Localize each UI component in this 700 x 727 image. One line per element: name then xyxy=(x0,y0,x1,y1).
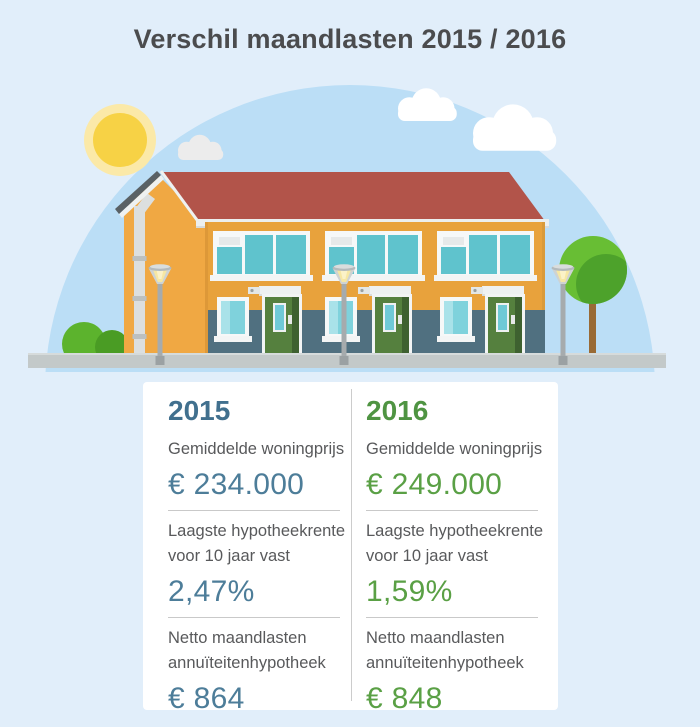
row-houses-illustration xyxy=(115,170,549,353)
row-divider xyxy=(168,617,340,618)
row-divider xyxy=(366,510,538,511)
year-heading-2015: 2015 xyxy=(168,395,231,426)
sun-icon xyxy=(84,104,156,176)
comparison-card: 2015 Gemiddelde woningprijs € 234.000 La… xyxy=(143,382,558,715)
row-value: € 234.000 xyxy=(168,468,305,501)
row-value: 1,59% xyxy=(366,575,453,608)
gable-trim-dark xyxy=(115,171,161,214)
gable-trim-light xyxy=(119,175,164,218)
column-2016: 2016 Gemiddelde woningprijs € 249.000 La… xyxy=(352,382,558,715)
row-value: € 848 xyxy=(366,682,443,715)
row-label: Netto maandlasten annuïteitenhypotheek xyxy=(168,629,326,672)
upper-window xyxy=(434,231,537,281)
row-divider xyxy=(168,510,340,511)
row-divider xyxy=(366,617,538,618)
lower-window xyxy=(322,297,360,342)
lower-window xyxy=(214,297,252,342)
scene-illustration xyxy=(28,85,666,372)
row-label: Laagste hypotheekrente voor 10 jaar vast xyxy=(168,522,346,565)
page-title: Verschil maandlasten 2015 / 2016 xyxy=(133,24,567,54)
roof xyxy=(162,172,545,221)
row-label: Gemiddelde woningprijs xyxy=(168,440,345,458)
column-2015: 2015 Gemiddelde woningprijs € 234.000 La… xyxy=(143,382,351,715)
row-label: Gemiddelde woningprijs xyxy=(366,440,543,458)
row-label: Laagste hypotheekrente voor 10 jaar vast xyxy=(366,522,544,565)
row-value: 2,47% xyxy=(168,575,255,608)
drainpipe xyxy=(132,193,155,353)
column-divider xyxy=(351,389,352,701)
year-heading-2016: 2016 xyxy=(366,395,429,426)
row-value: € 864 xyxy=(168,682,245,715)
row-value: € 249.000 xyxy=(366,468,503,501)
row-label: Netto maandlasten annuïteitenhypotheek xyxy=(366,629,524,672)
lower-window xyxy=(437,297,475,342)
upper-window xyxy=(210,231,313,281)
